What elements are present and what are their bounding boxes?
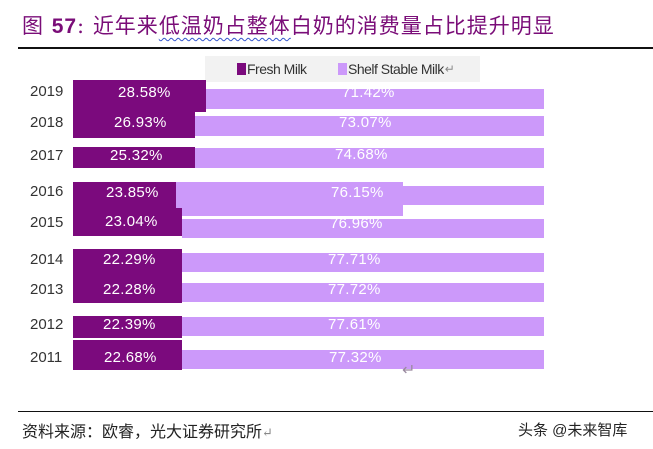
bar-shelf-2016-top bbox=[176, 182, 403, 216]
value-shelf-2019: 71.42% bbox=[342, 84, 395, 101]
value-fresh-2014: 22.29% bbox=[103, 251, 156, 268]
value-shelf-2015: 76.96% bbox=[330, 215, 383, 232]
return-mark-icon: ↵ bbox=[444, 62, 455, 76]
value-fresh-2013: 22.28% bbox=[103, 281, 156, 298]
value-shelf-2011: 77.32% bbox=[329, 349, 382, 366]
value-fresh-2017: 25.32% bbox=[110, 147, 163, 164]
bar-fresh-2019 bbox=[73, 80, 206, 112]
bar-fresh-2017 bbox=[73, 147, 195, 168]
y-label-2017: 2017 bbox=[30, 147, 64, 164]
y-label-2012: 2012 bbox=[30, 316, 64, 333]
y-label-2019: 2019 bbox=[30, 83, 64, 100]
bar-shelf-2014 bbox=[182, 253, 544, 272]
bar-shelf-2019 bbox=[206, 89, 544, 109]
bar-fresh-2012 bbox=[73, 316, 182, 338]
bar-fresh-2018 bbox=[73, 112, 195, 138]
figure-number: 57 bbox=[51, 15, 78, 38]
value-shelf-2017: 74.68% bbox=[335, 146, 388, 163]
value-fresh-2018: 26.93% bbox=[114, 114, 167, 131]
y-label-2016: 2016 bbox=[30, 183, 64, 200]
bar-fresh-2014 bbox=[73, 249, 182, 273]
title-prefix: 图 bbox=[22, 14, 52, 38]
watermark: 头条 @未来智库 bbox=[518, 422, 628, 439]
bar-shelf-2018 bbox=[195, 116, 544, 136]
value-shelf-2018: 73.07% bbox=[339, 114, 392, 131]
value-fresh-2015: 23.04% bbox=[105, 213, 158, 230]
legend-item-fresh: Fresh Milk bbox=[237, 61, 307, 77]
source-text: 资料来源：欧睿，光大证券研究所 bbox=[22, 422, 263, 441]
bar-shelf-2011 bbox=[182, 350, 544, 369]
bar-fresh-2015 bbox=[73, 208, 182, 236]
legend-label-fresh: Fresh Milk bbox=[247, 61, 307, 77]
value-shelf-2016: 76.15% bbox=[331, 184, 384, 201]
title-text-plain: 近年来 bbox=[92, 14, 159, 38]
value-fresh-2016: 23.85% bbox=[106, 184, 159, 201]
y-label-2014: 2014 bbox=[30, 251, 64, 268]
return-mark-icon: ↵ bbox=[402, 362, 416, 379]
title-text-rest: 白奶的消费量占比提升明显 bbox=[290, 14, 555, 38]
bar-shelf-2016 bbox=[403, 186, 544, 205]
value-shelf-2014: 77.71% bbox=[328, 251, 381, 268]
title-divider bbox=[18, 47, 653, 49]
bar-shelf-2012 bbox=[182, 317, 544, 336]
bar-shelf-2015 bbox=[182, 219, 544, 238]
source-note: 资料来源：欧睿，光大证券研究所↵ bbox=[22, 418, 273, 442]
y-label-2011: 2011 bbox=[30, 349, 63, 366]
value-shelf-2012: 77.61% bbox=[328, 316, 381, 333]
legend-label-shelf: Shelf Stable Milk bbox=[348, 61, 444, 77]
bar-shelf-2017 bbox=[195, 148, 544, 168]
title-colon: : bbox=[77, 14, 93, 38]
title-text-underlined: 低温奶占整体 bbox=[158, 14, 291, 38]
bar-fresh-2011 bbox=[73, 340, 182, 370]
return-mark-icon: ↵ bbox=[262, 426, 273, 441]
bar-fresh-2016 bbox=[73, 182, 176, 208]
value-fresh-2019: 28.58% bbox=[118, 84, 171, 101]
y-label-2018: 2018 bbox=[30, 114, 64, 131]
legend-item-shelf: Shelf Stable Milk ↵ bbox=[338, 61, 455, 77]
value-fresh-2012: 22.39% bbox=[103, 316, 156, 333]
y-label-2015: 2015 bbox=[30, 214, 64, 231]
chart-title: 图 57: 近年来低温奶占整体白奶的消费量占比提升明显 bbox=[22, 10, 555, 40]
legend-swatch-fresh bbox=[237, 63, 246, 75]
value-shelf-2013: 77.72% bbox=[328, 281, 381, 298]
y-label-2013: 2013 bbox=[30, 281, 64, 298]
bar-fresh-2013 bbox=[73, 273, 182, 303]
legend-swatch-shelf bbox=[338, 63, 347, 75]
value-fresh-2011: 22.68% bbox=[104, 349, 157, 366]
source-divider bbox=[18, 411, 653, 412]
chart-legend: Fresh Milk Shelf Stable Milk ↵ bbox=[205, 56, 480, 82]
bar-shelf-2013 bbox=[182, 283, 544, 302]
